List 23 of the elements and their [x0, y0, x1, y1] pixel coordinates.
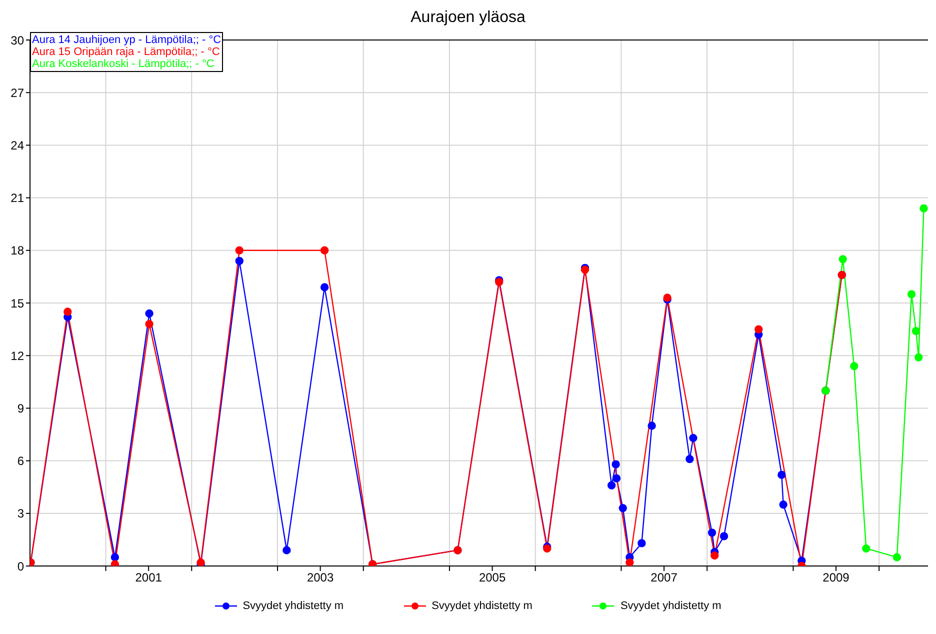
- legend-label: Svyydet yhdistetty m: [620, 600, 722, 612]
- legend-label: Svyydet yhdistetty m: [242, 600, 344, 612]
- x-tick-label: 2005: [478, 570, 506, 585]
- annotation: Aura 14 Jauhijoen yp - Lämpötila;; - °C: [32, 34, 222, 46]
- y-tick-label: 21: [10, 191, 24, 206]
- x-tick-label: 2009: [822, 570, 850, 585]
- y-tick-label: 15: [10, 296, 24, 310]
- y-tick-label: 24: [10, 138, 24, 152]
- chart-title: Aurajoen yläosa: [410, 8, 526, 28]
- y-tick-label: 12: [10, 348, 24, 363]
- x-tick-label: 2007: [650, 570, 678, 585]
- x-tick-label: 2003: [306, 570, 334, 585]
- annotation: Aura 15 Oripään raja - Lämpötila;; - °C: [32, 46, 221, 58]
- legend-label: Svyydet yhdistetty m: [432, 600, 532, 612]
- annotation: Aura Koskelankoski - Lämpötila;; - °C: [32, 58, 216, 70]
- y-tick-label: 6: [17, 454, 24, 468]
- x-tick-label: 2001: [135, 570, 162, 585]
- y-tick-label: 0: [17, 559, 24, 574]
- y-tick-label: 3: [17, 506, 24, 521]
- y-tick-label: 18: [10, 244, 24, 258]
- y-tick-label: 27: [10, 86, 24, 100]
- y-tick-label: 9: [17, 401, 24, 416]
- y-tick-label: 30: [10, 33, 24, 48]
